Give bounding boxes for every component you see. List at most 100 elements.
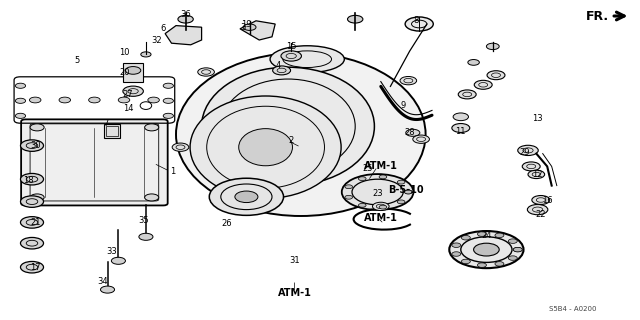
Circle shape [20,173,44,185]
Text: 9: 9 [401,101,406,110]
Circle shape [513,247,522,252]
Text: 1: 1 [170,167,175,176]
Text: 6: 6 [161,24,166,33]
Text: 15: 15 [286,42,296,51]
Circle shape [495,233,504,237]
Text: 25: 25 [363,164,373,172]
Circle shape [209,178,284,215]
Circle shape [30,194,44,201]
Circle shape [15,113,26,118]
Circle shape [123,86,143,96]
Polygon shape [165,26,202,45]
Circle shape [518,145,538,156]
Circle shape [404,190,412,194]
Circle shape [345,195,353,199]
Text: 21: 21 [30,218,40,227]
Circle shape [111,257,125,264]
Circle shape [379,175,387,179]
Circle shape [178,15,193,23]
Circle shape [458,90,476,99]
Text: 11: 11 [456,127,466,136]
Text: 34: 34 [97,277,108,286]
Circle shape [477,263,486,268]
Text: 30: 30 [30,141,40,150]
Circle shape [527,204,548,215]
Circle shape [15,83,26,88]
Circle shape [15,98,26,103]
Ellipse shape [270,46,344,73]
Text: 20: 20 [120,68,130,76]
Circle shape [358,177,366,180]
Circle shape [404,190,412,194]
Circle shape [172,143,189,151]
Bar [106,126,118,136]
Text: ATM-1: ATM-1 [364,212,397,223]
Text: ATM-1: ATM-1 [364,161,397,172]
Circle shape [29,97,41,103]
Circle shape [358,204,366,207]
Text: 31: 31 [289,256,300,265]
Circle shape [522,162,540,171]
Text: 33: 33 [107,247,117,256]
Circle shape [474,243,499,256]
Polygon shape [240,21,275,40]
Circle shape [148,97,159,103]
Circle shape [243,24,256,30]
Ellipse shape [202,67,374,186]
Circle shape [513,247,522,252]
FancyBboxPatch shape [21,119,168,205]
Circle shape [400,76,417,85]
Circle shape [118,97,130,103]
Circle shape [468,60,479,65]
Circle shape [532,196,550,204]
Circle shape [508,239,517,244]
Circle shape [452,124,470,132]
Text: 7: 7 [103,119,108,128]
Text: 35: 35 [139,216,149,225]
Circle shape [405,17,433,31]
Text: S5B4 - A0200: S5B4 - A0200 [549,306,596,312]
Circle shape [461,236,470,240]
Circle shape [20,261,44,273]
Circle shape [274,119,302,133]
Text: 18: 18 [24,176,34,185]
Text: 29: 29 [520,148,530,156]
Ellipse shape [190,96,341,198]
Text: 10: 10 [120,48,130,57]
Circle shape [59,97,70,103]
Circle shape [145,194,159,201]
Text: 24: 24 [481,231,492,240]
Text: 19: 19 [241,20,252,28]
Circle shape [342,174,413,210]
Circle shape [406,129,420,136]
Text: 2: 2 [289,136,294,145]
Bar [104,124,120,138]
Circle shape [163,98,173,103]
Circle shape [348,15,363,23]
Ellipse shape [261,108,315,145]
Text: 5: 5 [74,56,79,65]
Text: 13: 13 [532,114,543,123]
Text: 28: 28 [404,128,415,137]
Circle shape [145,124,159,131]
Circle shape [141,52,151,57]
Circle shape [163,113,173,118]
Circle shape [198,68,214,76]
Text: 26: 26 [222,220,232,228]
Circle shape [139,233,153,240]
Circle shape [397,200,405,204]
Text: 3: 3 [241,23,246,32]
Text: 4: 4 [276,61,281,70]
Circle shape [235,191,258,203]
Circle shape [528,170,545,179]
Circle shape [273,66,291,75]
Text: FR.: FR. [586,10,609,22]
Circle shape [461,259,470,264]
Circle shape [508,256,517,260]
Circle shape [397,180,405,184]
Circle shape [20,217,44,228]
Text: 27: 27 [123,90,133,99]
Circle shape [30,124,44,131]
Circle shape [100,286,115,293]
Circle shape [487,71,505,80]
